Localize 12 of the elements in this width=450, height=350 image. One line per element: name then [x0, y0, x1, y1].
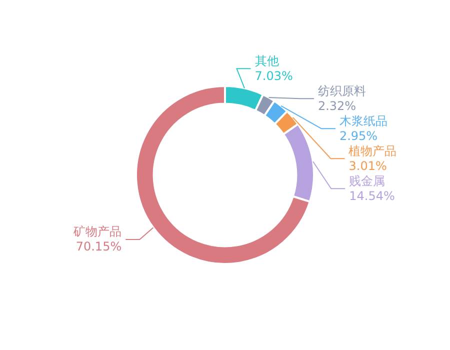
slice-label: 其他 [254, 54, 279, 68]
slice-label: 植物产品 [348, 144, 397, 158]
data-label: 7.03% [254, 68, 293, 83]
slice-label: 纺织原料 [318, 84, 366, 98]
slice-label: 贱金属 [349, 174, 386, 188]
slice-label: 矿物产品 [72, 224, 122, 239]
data-label: 3.01% [348, 158, 387, 173]
slice-label: 木浆纸品 [339, 114, 388, 128]
data-label: 14.54% [349, 188, 395, 203]
data-label: 70.15% [76, 240, 122, 254]
data-label: 2.95% [339, 128, 378, 143]
data-label: 2.32% [318, 98, 356, 113]
